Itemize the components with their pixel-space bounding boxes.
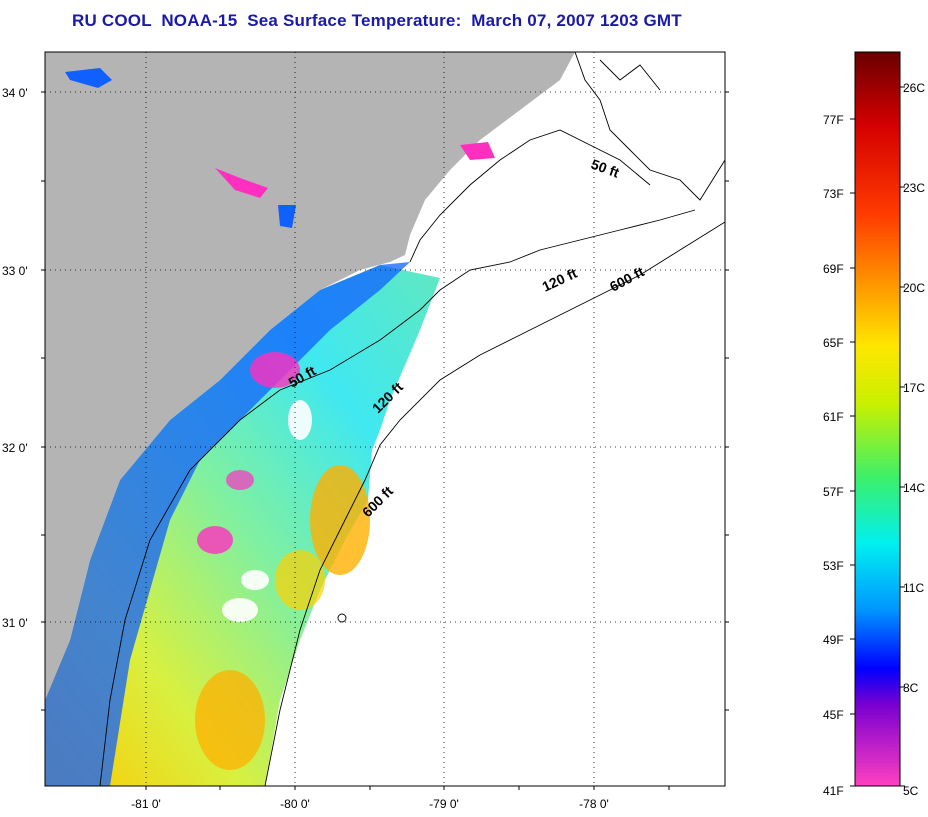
colorbar-f-57: 57F <box>823 485 844 499</box>
colorbar-f-73: 73F <box>823 187 844 201</box>
cold-band <box>45 262 410 786</box>
lat-label-32: 32 0' <box>2 441 28 455</box>
colorbar: 77F 73F 69F 65F 61F 57F 53F 49F 45F 41F … <box>823 51 925 798</box>
colorbar-f-53: 53F <box>823 559 844 573</box>
colorbar-c-11: 11C <box>903 581 924 595</box>
map-plot-area: 50 ft 120 ft 600 ft 50 ft 120 ft 600 ft <box>45 52 725 786</box>
colorbar-f-77: 77F <box>823 113 844 127</box>
lat-label-34: 34 0' <box>2 86 28 100</box>
graticule <box>45 52 725 786</box>
colorbar-c-17: 17C <box>903 381 925 395</box>
colorbar-c-5: 5C <box>903 784 919 798</box>
lon-label-81: -81 0' <box>131 797 161 811</box>
colorbar-f-69: 69F <box>823 262 844 276</box>
lon-label-79: -79 0' <box>429 797 459 811</box>
map-title: RU COOL NOAA-15 Sea Surface Temperature:… <box>72 11 682 30</box>
colorbar-c-14: 14C <box>903 481 925 495</box>
colorbar-c-8: 8C <box>903 681 919 695</box>
lat-label-31: 31 0' <box>2 616 28 630</box>
depth-contours <box>99 52 725 786</box>
axis-ticks <box>41 91 729 790</box>
colorbar-f-61: 61F <box>823 410 844 424</box>
colorbar-c-20: 20C <box>903 281 925 295</box>
colorbar-f-41: 41F <box>823 784 844 798</box>
lon-label-78: -78 0' <box>579 797 609 811</box>
land <box>45 52 575 700</box>
lon-label-80: -80 0' <box>280 797 310 811</box>
colorbar-f-65: 65F <box>823 336 844 350</box>
lat-label-33: 33 0' <box>2 264 28 278</box>
sst-swath <box>45 265 440 786</box>
colorbar-c-26: 26C <box>903 81 925 95</box>
colorbar-c-23: 23C <box>903 181 925 195</box>
colorbar-f-49: 49F <box>823 633 844 647</box>
colorbar-f-45: 45F <box>823 708 844 722</box>
